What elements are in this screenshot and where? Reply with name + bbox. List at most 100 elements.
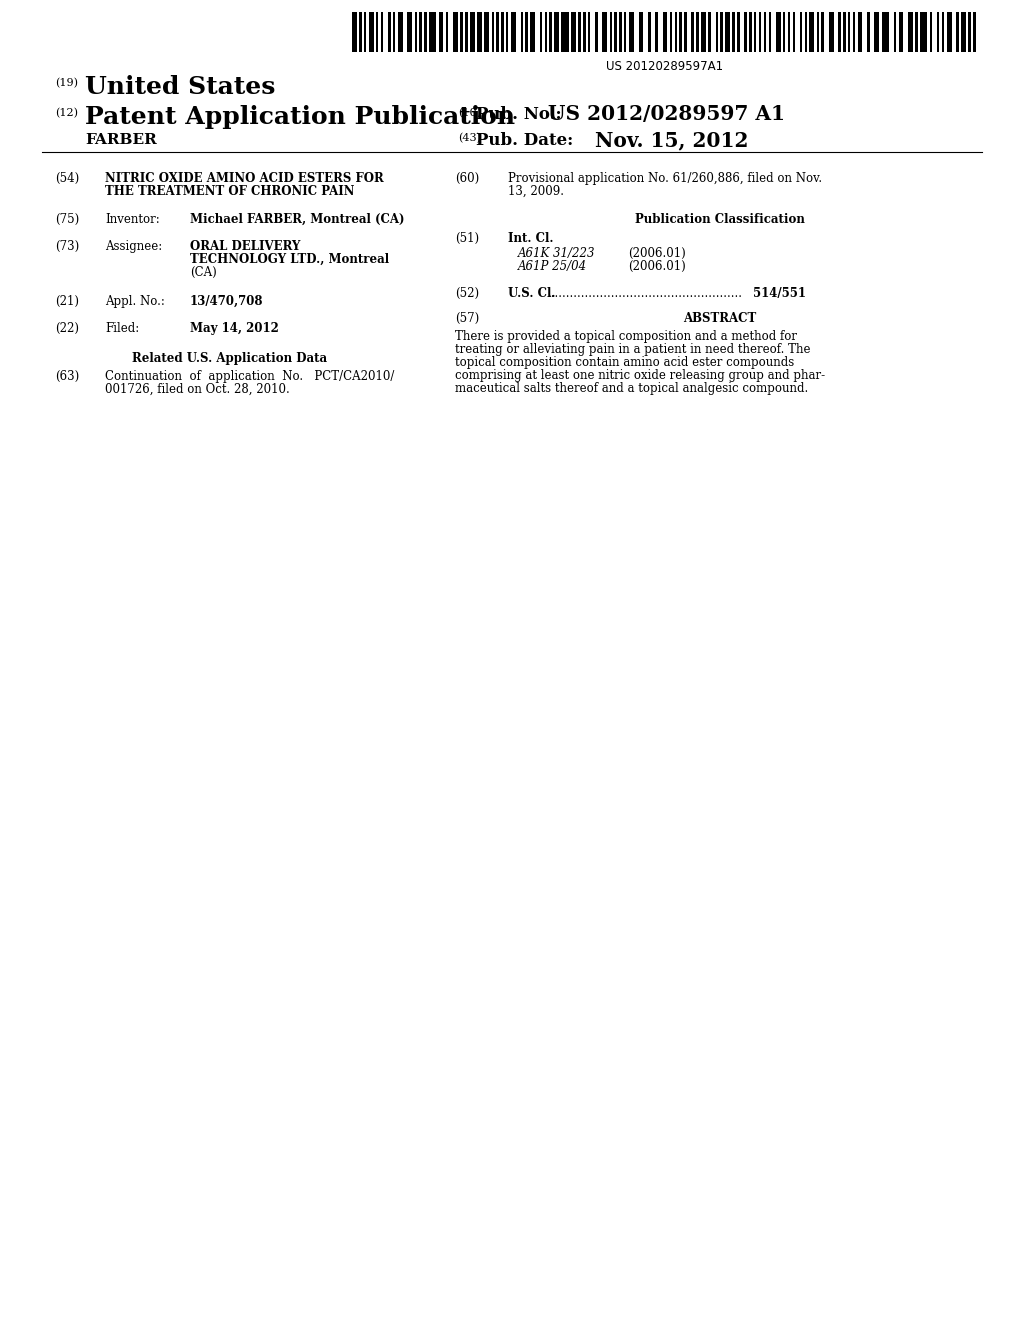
Bar (894, 12, 896, 51)
Bar (750, 12, 752, 51)
Bar (540, 12, 542, 51)
Bar (454, 12, 458, 51)
Bar (709, 12, 711, 51)
Bar (942, 12, 944, 51)
Text: A61P 25/04: A61P 25/04 (518, 260, 587, 273)
Bar (898, 12, 903, 51)
Bar (691, 12, 694, 51)
Bar (438, 12, 443, 51)
Bar (415, 12, 417, 51)
Bar (554, 12, 559, 51)
Text: ....................................................: ........................................… (548, 286, 743, 300)
Text: (10): (10) (458, 108, 481, 119)
Text: treating or alleviating pain in a patient in need thereof. The: treating or alleviating pain in a patien… (455, 343, 811, 356)
Bar (696, 12, 698, 51)
Bar (915, 12, 918, 51)
Bar (937, 12, 939, 51)
Bar (947, 12, 951, 51)
Bar (408, 12, 413, 51)
Bar (359, 12, 361, 51)
Bar (465, 12, 468, 51)
Text: Related U.S. Application Data: Related U.S. Application Data (132, 352, 328, 366)
Text: US 2012/0289597 A1: US 2012/0289597 A1 (548, 104, 785, 124)
Text: Publication Classification: Publication Classification (635, 213, 805, 226)
Text: Michael FARBER, Montreal (CA): Michael FARBER, Montreal (CA) (190, 213, 404, 226)
Bar (874, 12, 880, 51)
Text: 13/470,708: 13/470,708 (190, 294, 263, 308)
Bar (783, 12, 785, 51)
Bar (737, 12, 739, 51)
Bar (882, 12, 889, 51)
Bar (381, 12, 383, 51)
Bar (908, 12, 913, 51)
Text: Pub. No.:: Pub. No.: (476, 106, 561, 123)
Bar (624, 12, 627, 51)
Bar (655, 12, 657, 51)
Bar (680, 12, 682, 51)
Bar (828, 12, 834, 51)
Text: Inventor:: Inventor: (105, 213, 160, 226)
Bar (684, 12, 687, 51)
Bar (853, 12, 855, 51)
Bar (461, 12, 463, 51)
Bar (639, 12, 643, 51)
Bar (525, 12, 527, 51)
Bar (787, 12, 791, 51)
Bar (805, 12, 807, 51)
Bar (571, 12, 575, 51)
Bar (484, 12, 489, 51)
Bar (973, 12, 976, 51)
Bar (614, 12, 616, 51)
Bar (545, 12, 547, 51)
Text: TECHNOLOGY LTD., Montreal: TECHNOLOGY LTD., Montreal (190, 253, 389, 267)
Text: ORAL DELIVERY: ORAL DELIVERY (190, 240, 300, 253)
Bar (817, 12, 819, 51)
Bar (477, 12, 482, 51)
Bar (393, 12, 395, 51)
Bar (969, 12, 971, 51)
Bar (369, 12, 374, 51)
Bar (769, 12, 771, 51)
Text: (2006.01): (2006.01) (628, 247, 686, 260)
Bar (648, 12, 650, 51)
Bar (675, 12, 677, 51)
Text: (57): (57) (455, 312, 479, 325)
Bar (732, 12, 735, 51)
Text: Filed:: Filed: (105, 322, 139, 335)
Bar (602, 12, 607, 51)
Bar (511, 12, 516, 51)
Text: topical composition contain amino acid ester compounds: topical composition contain amino acid e… (455, 356, 795, 370)
Bar (754, 12, 757, 51)
Bar (470, 12, 475, 51)
Text: United States: United States (85, 75, 275, 99)
Bar (506, 12, 509, 51)
Bar (530, 12, 535, 51)
Bar (376, 12, 379, 51)
Bar (809, 12, 814, 51)
Bar (725, 12, 730, 51)
Bar (520, 12, 523, 51)
Text: Appl. No.:: Appl. No.: (105, 294, 165, 308)
Bar (561, 12, 568, 51)
Bar (397, 12, 402, 51)
Bar (793, 12, 795, 51)
Text: A61K 31/223: A61K 31/223 (518, 247, 596, 260)
Text: (52): (52) (455, 286, 479, 300)
Bar (583, 12, 586, 51)
Bar (595, 12, 598, 51)
Text: 13, 2009.: 13, 2009. (508, 185, 564, 198)
Text: Pub. Date:: Pub. Date: (476, 132, 573, 149)
Text: (43): (43) (458, 133, 481, 144)
Bar (821, 12, 824, 51)
Bar (858, 12, 862, 51)
Text: (19): (19) (55, 78, 78, 88)
Text: (CA): (CA) (190, 267, 217, 279)
Bar (420, 12, 422, 51)
Text: (51): (51) (455, 232, 479, 246)
Text: Assignee:: Assignee: (105, 240, 162, 253)
Bar (388, 12, 390, 51)
Bar (744, 12, 746, 51)
Bar (609, 12, 612, 51)
Text: (54): (54) (55, 172, 79, 185)
Text: There is provided a topical composition and a method for: There is provided a topical composition … (455, 330, 797, 343)
